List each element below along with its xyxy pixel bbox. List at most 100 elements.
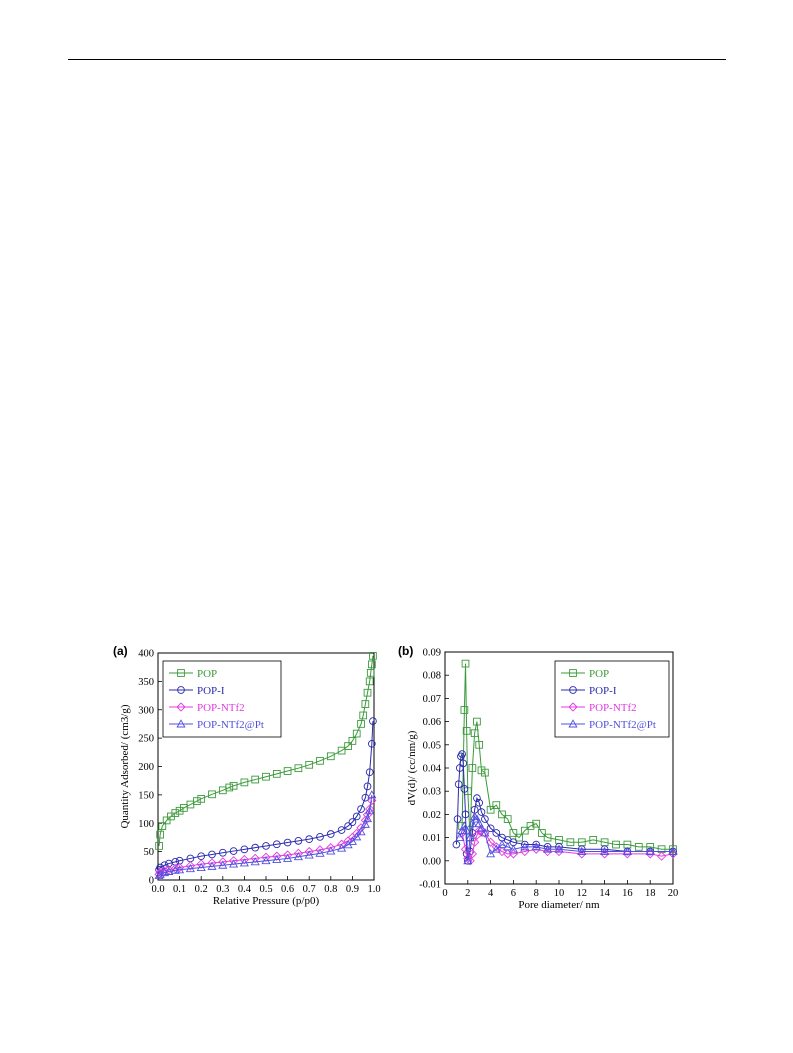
data-point [262, 842, 270, 850]
data-point [347, 836, 357, 845]
data-point [503, 815, 512, 823]
data-point [459, 759, 468, 768]
data-point [283, 767, 292, 775]
y-tick-label: 0.07 [423, 694, 441, 705]
series-0 [458, 659, 677, 854]
x-tick-label: 0.7 [303, 884, 316, 895]
data-point [475, 740, 484, 749]
series-2 [154, 795, 377, 879]
data-point [526, 822, 535, 830]
data-point [473, 717, 481, 726]
data-point [520, 826, 529, 835]
series-3 [455, 811, 678, 865]
data-point [365, 806, 375, 815]
data-point [170, 864, 180, 874]
y-tick-label: 50 [144, 847, 155, 858]
y-tick-label: 0.06 [423, 717, 441, 728]
data-point [365, 768, 374, 777]
legend-label: POP-I [589, 685, 617, 697]
data-point [532, 840, 541, 849]
data-point [515, 833, 523, 842]
data-point [497, 839, 507, 849]
legend-label: POP-NTf2@Pt [197, 719, 264, 731]
legend-marker [177, 669, 185, 677]
series-line [461, 663, 673, 850]
data-point [498, 810, 506, 819]
data-point [251, 775, 260, 784]
data-point [348, 818, 357, 826]
x-tick-label: 0.9 [346, 884, 359, 895]
data-point [470, 729, 479, 738]
y-axis-label: dV(d)/ (cc/nm/g) [406, 730, 418, 805]
data-point [229, 781, 238, 790]
legend: POP POP-I POP-NTf2 POP-NTf2@Pt [162, 660, 282, 738]
data-point [171, 809, 180, 817]
data-point [566, 838, 575, 847]
data-point [316, 756, 324, 765]
data-point [239, 858, 249, 867]
data-point [272, 854, 282, 864]
data-point [357, 720, 365, 728]
data-point [240, 845, 249, 854]
data-point [538, 829, 546, 837]
x-tick-label: 20 [668, 888, 679, 899]
data-point [362, 813, 373, 823]
data-point [481, 815, 489, 823]
data-point [250, 853, 260, 864]
legend-label: POP-NTf2@Pt [589, 719, 656, 731]
data-point [305, 835, 314, 843]
legend-label: POP-NTf2 [589, 702, 637, 714]
data-point [452, 840, 461, 849]
legend-marker [177, 686, 185, 694]
data-point [520, 842, 530, 851]
legend-marker [176, 719, 186, 728]
y-tick-label: 400 [138, 649, 154, 660]
data-point [492, 801, 501, 809]
data-point [240, 778, 249, 787]
data-point [326, 830, 335, 838]
data-point [462, 727, 471, 735]
data-point [531, 842, 541, 851]
data-point [239, 854, 250, 865]
y-tick-label: 0.01 [423, 833, 441, 844]
data-point [229, 859, 239, 868]
data-point [225, 783, 234, 792]
data-point [462, 825, 472, 835]
data-point [457, 825, 467, 835]
series-1 [155, 717, 377, 874]
data-point [555, 843, 563, 851]
data-point [477, 808, 486, 816]
data-point [475, 798, 484, 807]
data-point [262, 772, 270, 781]
data-point [185, 863, 195, 873]
data-point [175, 865, 185, 874]
data-point [197, 794, 206, 803]
data-point [460, 785, 469, 793]
data-point [175, 806, 184, 815]
data-point [283, 853, 293, 862]
data-point [174, 862, 185, 873]
data-point [207, 858, 217, 868]
x-axis-label: Relative Pressure (p/p0) [213, 895, 320, 907]
data-point [363, 782, 372, 791]
x-tick-label: 0 [442, 888, 447, 899]
data-point [486, 824, 495, 833]
data-point [554, 844, 564, 853]
data-point [348, 737, 357, 745]
data-point [454, 780, 463, 789]
data-point [645, 846, 655, 855]
legend-marker [569, 669, 577, 677]
data-point [316, 833, 324, 841]
data-point [294, 836, 303, 845]
x-tick-label: 0.6 [281, 884, 294, 895]
legend-marker [568, 702, 578, 712]
data-point [508, 844, 518, 853]
data-point [669, 845, 677, 854]
x-axis-label: Pore diameter/ nm [518, 899, 600, 911]
figure: (a) 0.0 0.1 0.2 0.3 0.4 0.5 0.6 0.7 0.8 0.9 1.0 0 50… [113, 640, 683, 922]
data-point [367, 795, 377, 806]
data-point [476, 823, 487, 832]
data-point [357, 805, 365, 813]
data-point [352, 729, 361, 738]
data-point [156, 830, 165, 839]
